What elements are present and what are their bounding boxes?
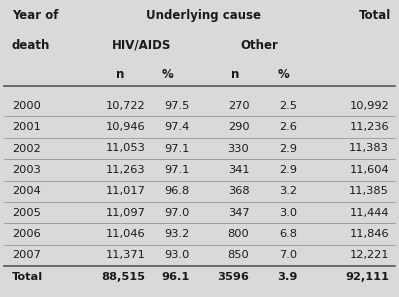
- Text: 96.1: 96.1: [161, 272, 190, 282]
- Text: 3.0: 3.0: [279, 208, 297, 218]
- Text: 12,221: 12,221: [350, 250, 389, 260]
- Text: 11,385: 11,385: [349, 186, 389, 196]
- Text: 2001: 2001: [12, 122, 41, 132]
- Text: 7.0: 7.0: [279, 250, 297, 260]
- Text: 2000: 2000: [12, 101, 41, 111]
- Text: Other: Other: [241, 39, 278, 52]
- Text: 290: 290: [228, 122, 249, 132]
- Text: 2002: 2002: [12, 143, 41, 154]
- Text: 2.5: 2.5: [279, 101, 297, 111]
- Text: 11,383: 11,383: [349, 143, 389, 154]
- Text: n: n: [231, 68, 239, 81]
- Text: 347: 347: [228, 208, 249, 218]
- Text: n: n: [116, 68, 124, 81]
- Text: 93.2: 93.2: [164, 229, 190, 239]
- Text: 11,046: 11,046: [106, 229, 146, 239]
- Text: 11,604: 11,604: [350, 165, 389, 175]
- Text: 3.9: 3.9: [277, 272, 297, 282]
- Text: 11,017: 11,017: [106, 186, 146, 196]
- Text: 97.0: 97.0: [164, 208, 190, 218]
- Text: 11,846: 11,846: [350, 229, 389, 239]
- Text: Total: Total: [12, 272, 43, 282]
- Text: 341: 341: [228, 165, 249, 175]
- Text: %: %: [277, 68, 289, 81]
- Text: 850: 850: [227, 250, 249, 260]
- Text: 6.8: 6.8: [279, 229, 297, 239]
- Text: 92,111: 92,111: [345, 272, 389, 282]
- Text: 270: 270: [228, 101, 249, 111]
- Text: 2.9: 2.9: [279, 143, 297, 154]
- Text: 11,444: 11,444: [350, 208, 389, 218]
- Text: 97.1: 97.1: [164, 165, 190, 175]
- Text: 2.6: 2.6: [279, 122, 297, 132]
- Text: Year of: Year of: [12, 9, 59, 22]
- Text: Underlying cause: Underlying cause: [146, 9, 261, 22]
- Text: HIV/AIDS: HIV/AIDS: [112, 39, 171, 52]
- Text: 2005: 2005: [12, 208, 41, 218]
- Text: 2007: 2007: [12, 250, 41, 260]
- Text: 11,371: 11,371: [106, 250, 146, 260]
- Text: 800: 800: [227, 229, 249, 239]
- Text: 3.2: 3.2: [279, 186, 297, 196]
- Text: 11,236: 11,236: [350, 122, 389, 132]
- Text: 97.5: 97.5: [164, 101, 190, 111]
- Text: 10,722: 10,722: [106, 101, 146, 111]
- Text: 3596: 3596: [217, 272, 249, 282]
- Text: 2006: 2006: [12, 229, 41, 239]
- Text: 330: 330: [227, 143, 249, 154]
- Text: 10,946: 10,946: [106, 122, 146, 132]
- Text: 96.8: 96.8: [164, 186, 190, 196]
- Text: 97.1: 97.1: [164, 143, 190, 154]
- Text: 368: 368: [228, 186, 249, 196]
- Text: 97.4: 97.4: [164, 122, 190, 132]
- Text: death: death: [12, 39, 50, 52]
- Text: %: %: [162, 68, 174, 81]
- Text: 88,515: 88,515: [102, 272, 146, 282]
- Text: 2004: 2004: [12, 186, 41, 196]
- Text: 11,263: 11,263: [106, 165, 146, 175]
- Text: 2.9: 2.9: [279, 165, 297, 175]
- Text: 10,992: 10,992: [349, 101, 389, 111]
- Text: 2003: 2003: [12, 165, 41, 175]
- Text: Total: Total: [359, 9, 391, 22]
- Text: 93.0: 93.0: [164, 250, 190, 260]
- Text: 11,097: 11,097: [106, 208, 146, 218]
- Text: 11,053: 11,053: [106, 143, 146, 154]
